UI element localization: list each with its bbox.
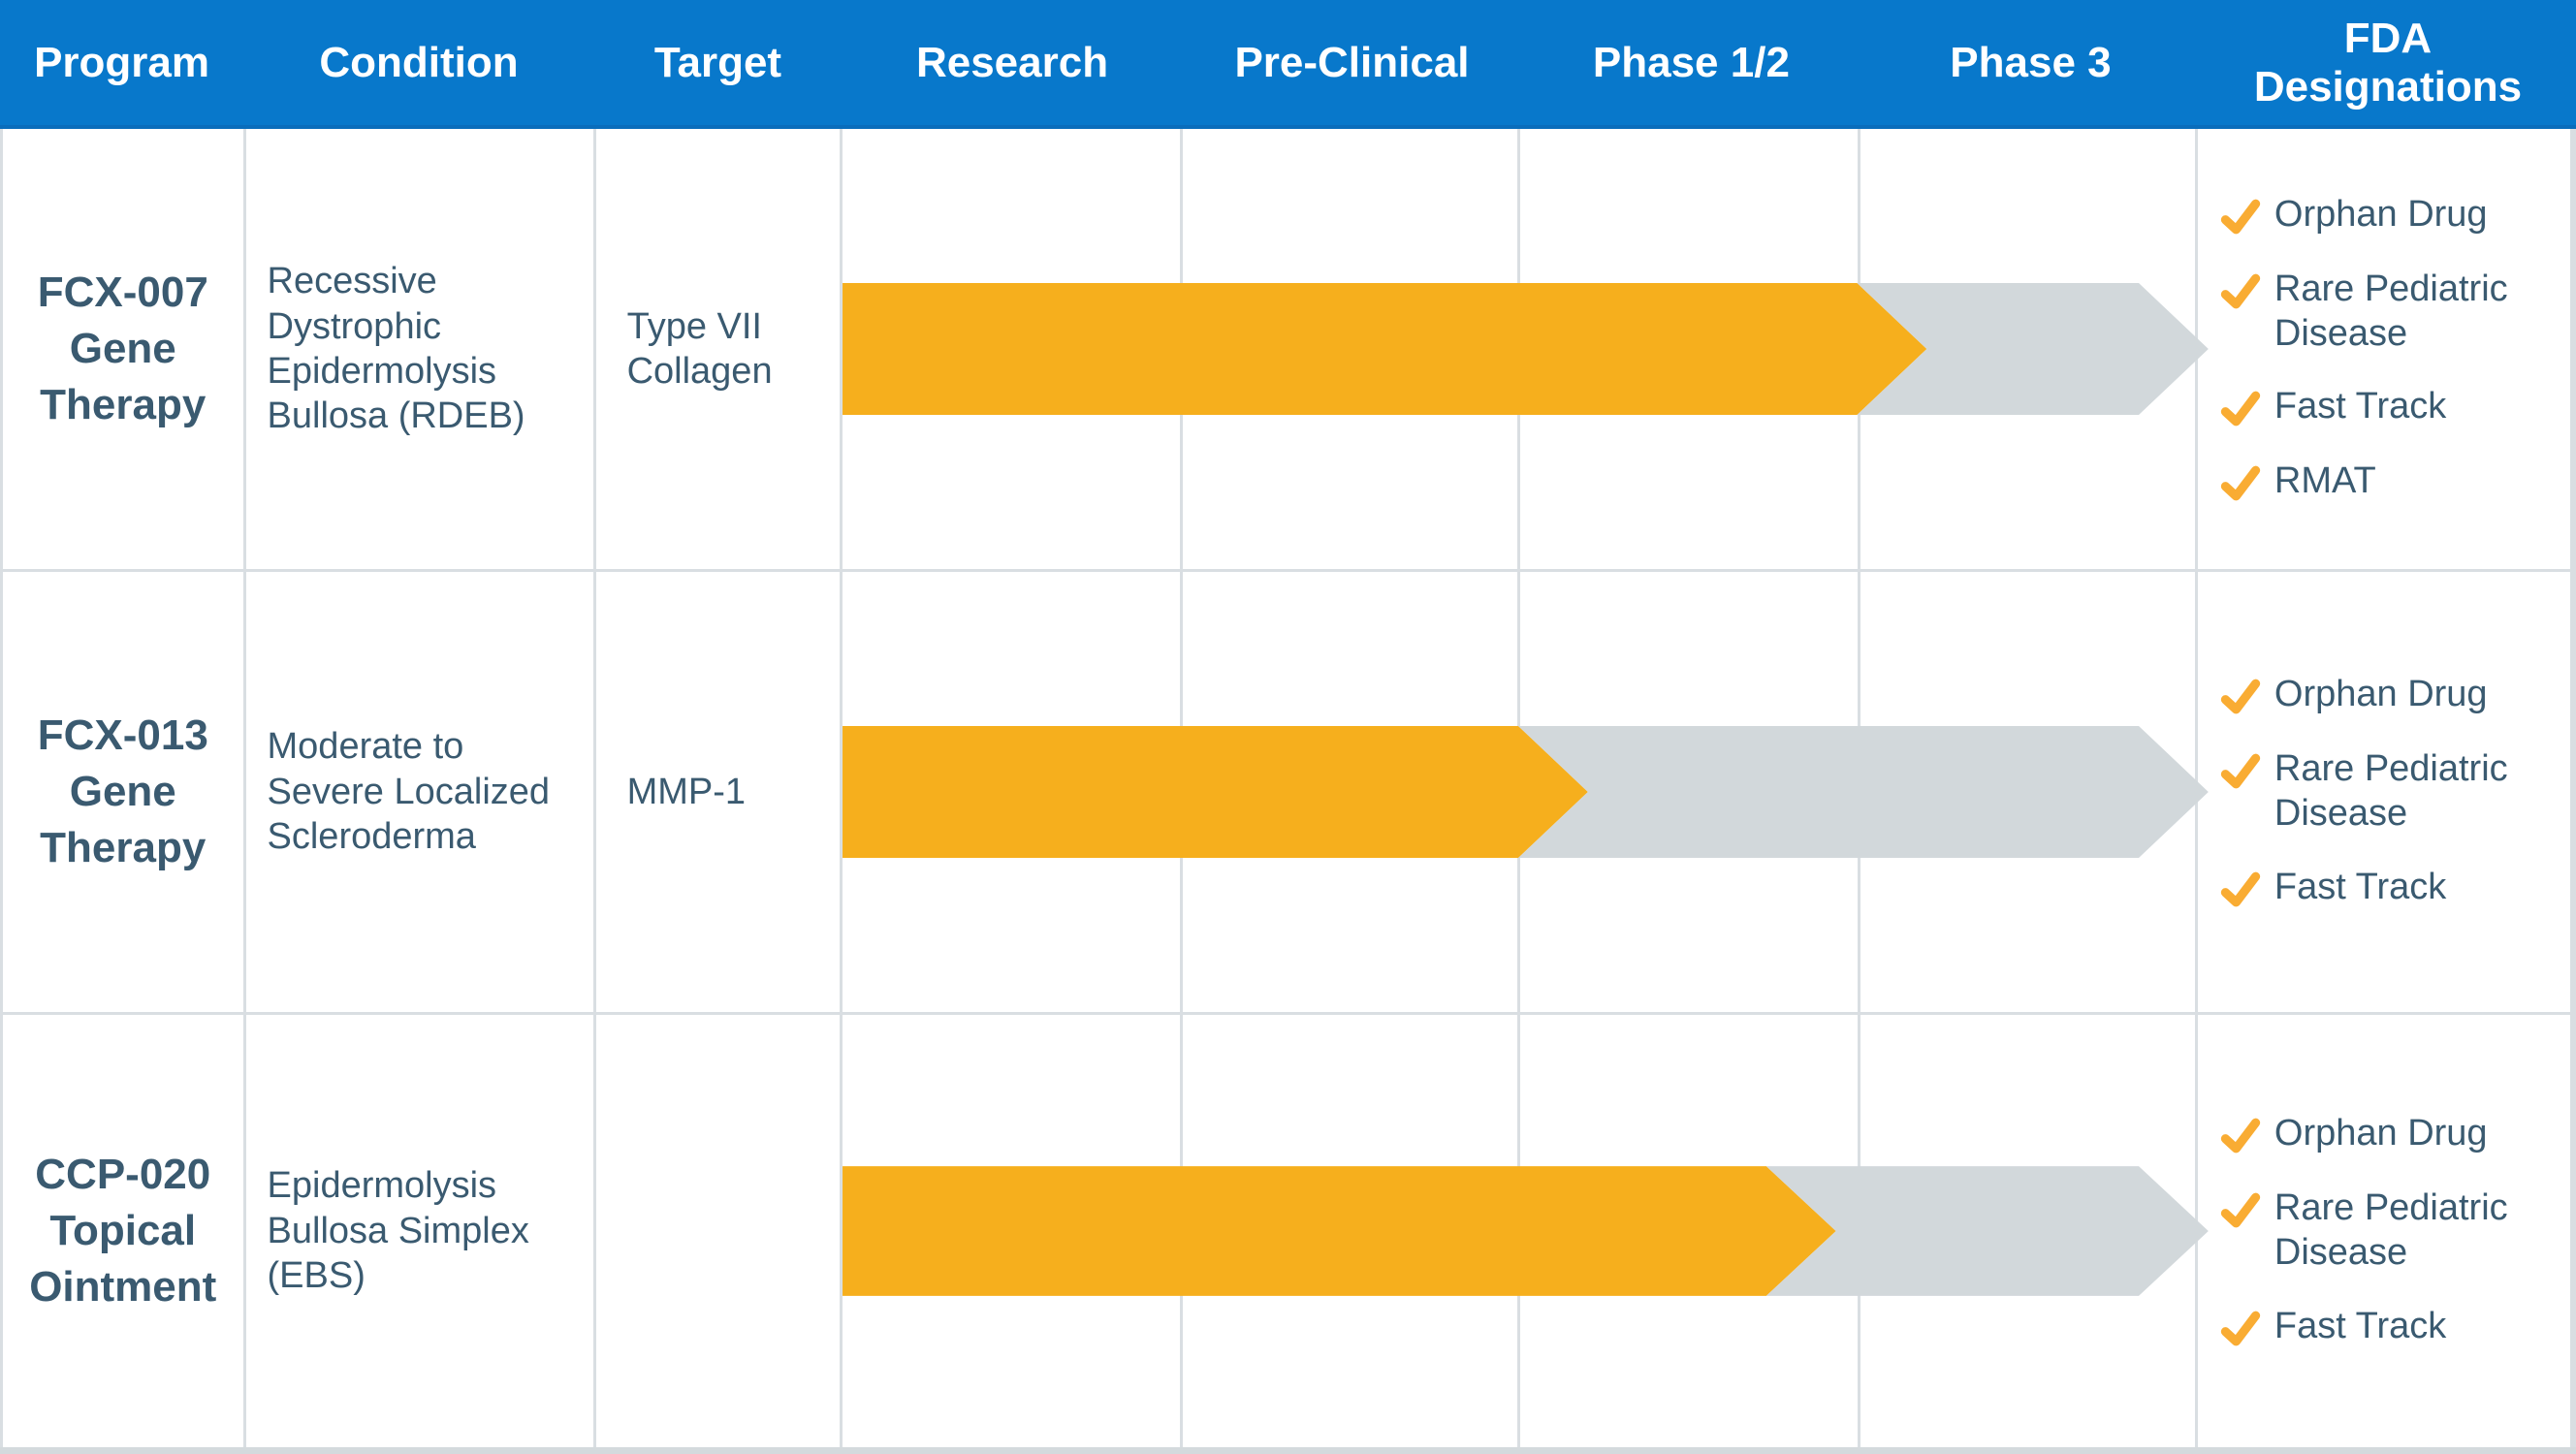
phase-cell-phase-1-2 bbox=[1520, 1015, 1860, 1447]
table-row-fcx-013: FCX-013 Gene Therapy Moderate to Severe … bbox=[0, 572, 2576, 1015]
phase-cell-phase-1-2 bbox=[1520, 129, 1860, 569]
check-icon bbox=[2220, 1311, 2261, 1346]
table-row-fcx-007: FCX-007 Gene Therapy Recessive Dystrophi… bbox=[0, 129, 2576, 572]
condition-cell: Epidermolysis Bullosa Simplex (EBS) bbox=[246, 1015, 596, 1447]
phase-cell-phase-3 bbox=[1860, 572, 2198, 1012]
check-icon bbox=[2220, 199, 2261, 235]
target-cell bbox=[596, 1015, 843, 1447]
condition-cell: Moderate to Severe Localized Scleroderma bbox=[246, 572, 596, 1012]
fda-designation-label: Rare Pediatric Disease bbox=[2274, 268, 2508, 354]
fda-designation-item: Fast Track bbox=[2219, 385, 2446, 430]
column-header-phase-1-2: Phase 1/2 bbox=[1592, 38, 1790, 86]
fda-designation-item: Fast Track bbox=[2219, 1305, 2446, 1350]
phase-cell-research bbox=[843, 1015, 1184, 1447]
phase-cell-preclinical bbox=[1183, 129, 1521, 569]
table-row-ccp-020: CCP-020 Topical Ointment Epidermolysis B… bbox=[0, 1015, 2576, 1447]
check-icon bbox=[2220, 871, 2261, 907]
column-header-preclinical: Pre-Clinical bbox=[1234, 38, 1470, 86]
column-header-program: Program bbox=[34, 38, 210, 86]
fda-designation-label: Rare Pediatric Disease bbox=[2274, 1187, 2508, 1273]
table-header: Program Condition Target Research Pre-Cl… bbox=[0, 0, 2576, 129]
phase-cell-preclinical bbox=[1183, 572, 1521, 1012]
fda-designation-item: Orphan Drug bbox=[2219, 193, 2488, 238]
fda-designation-item: Orphan Drug bbox=[2219, 1112, 2488, 1157]
program-cell: CCP-020 Topical Ointment bbox=[3, 1015, 246, 1447]
condition-cell: Recessive Dystrophic Epidermolysis Bullo… bbox=[246, 129, 596, 569]
fda-designation-item: Rare Pediatric Disease bbox=[2219, 268, 2562, 356]
check-icon bbox=[2220, 1193, 2261, 1228]
fda-designation-item: Fast Track bbox=[2219, 866, 2446, 911]
fda-designations-cell: Orphan Drug Rare Pediatric Disease Fast … bbox=[2198, 572, 2573, 1012]
fda-designation-label: RMAT bbox=[2274, 460, 2376, 502]
check-icon bbox=[2220, 273, 2261, 309]
phase-cell-research bbox=[843, 129, 1184, 569]
check-icon bbox=[2220, 391, 2261, 427]
phase-cell-research bbox=[843, 572, 1184, 1012]
fda-designation-label: Fast Track bbox=[2274, 1305, 2447, 1346]
column-header-phase-3: Phase 3 bbox=[1950, 38, 2112, 86]
fda-designation-label: Fast Track bbox=[2274, 386, 2447, 427]
phase-cell-preclinical bbox=[1183, 1015, 1521, 1447]
column-header-fda-designations: FDA Designations bbox=[2253, 15, 2523, 111]
target-cell: Type VII Collagen bbox=[596, 129, 843, 569]
target-cell: MMP-1 bbox=[596, 572, 843, 1012]
fda-designations-cell: Orphan Drug Rare Pediatric Disease Fast … bbox=[2198, 1015, 2573, 1447]
phase-cell-phase-1-2 bbox=[1520, 572, 1860, 1012]
check-icon bbox=[2220, 465, 2261, 501]
fda-designation-label: Orphan Drug bbox=[2274, 674, 2488, 715]
column-header-target: Target bbox=[653, 38, 782, 86]
phase-cell-phase-3 bbox=[1860, 129, 2198, 569]
fda-designation-item: Rare Pediatric Disease bbox=[2219, 747, 2562, 836]
check-icon bbox=[2220, 1119, 2261, 1154]
bottom-border bbox=[0, 1447, 2576, 1454]
fda-designations-cell: Orphan Drug Rare Pediatric Disease Fast … bbox=[2198, 129, 2573, 569]
fda-designation-item: Rare Pediatric Disease bbox=[2219, 1186, 2562, 1275]
column-header-condition: Condition bbox=[319, 38, 519, 86]
program-cell: FCX-007 Gene Therapy bbox=[3, 129, 246, 569]
fda-designation-item: Orphan Drug bbox=[2219, 673, 2488, 718]
fda-designation-label: Fast Track bbox=[2274, 866, 2447, 907]
fda-designation-label: Rare Pediatric Disease bbox=[2274, 748, 2508, 834]
phase-cell-phase-3 bbox=[1860, 1015, 2198, 1447]
column-header-research: Research bbox=[915, 38, 1109, 86]
fda-designation-label: Orphan Drug bbox=[2274, 193, 2488, 235]
check-icon bbox=[2220, 754, 2261, 789]
fda-designation-item: RMAT bbox=[2219, 459, 2376, 505]
program-cell: FCX-013 Gene Therapy bbox=[3, 572, 246, 1012]
check-icon bbox=[2220, 680, 2261, 714]
fda-designation-label: Orphan Drug bbox=[2274, 1113, 2488, 1154]
